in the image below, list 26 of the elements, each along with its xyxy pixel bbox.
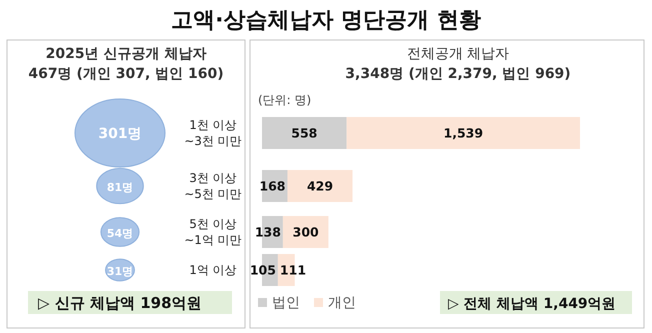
data-label: 558 — [291, 126, 318, 140]
annotation: ▷ 전체 체납액 1,449억원 — [448, 296, 616, 312]
data-label: 1,539 — [444, 126, 484, 140]
text: 고액·상습체납자 명단공개 현황 — [171, 8, 481, 33]
data-label: 300 — [292, 224, 320, 240]
text: ▷ 신규 체납액 198억원 — [38, 294, 202, 312]
chart-subtitle: 3,348명 (개인 2,379, 법인 969) — [345, 66, 571, 82]
data-label: 54명 — [106, 227, 134, 240]
text: 467명 (개인 307, 법인 160) — [28, 66, 224, 82]
data-label: 301명 — [98, 126, 142, 142]
legend-label: 법인 — [272, 295, 300, 311]
text: (단위: 명) — [258, 93, 312, 107]
data-label: 81명 — [106, 181, 134, 194]
category-label: 1억 이상 — [189, 263, 237, 277]
category-label: 5천 이상 ~1억 미만 — [184, 217, 242, 247]
category-label: 3천 이상 ~5천 미만 — [184, 171, 242, 201]
data-label: 429 — [306, 178, 334, 194]
text: 2025년 신규공개 체납자 — [46, 46, 206, 62]
data-label: 105 — [250, 262, 276, 278]
data-label: 31명 — [106, 265, 134, 278]
legend-label: 개인 — [328, 295, 356, 311]
chart-title: 전체공개 체납자 — [406, 46, 510, 62]
data-label: 168 — [259, 178, 286, 194]
category-label: 1천 이상 ~3천 미만 — [184, 118, 242, 148]
data-label: 111 — [280, 262, 306, 278]
data-label: 138 — [254, 224, 281, 240]
